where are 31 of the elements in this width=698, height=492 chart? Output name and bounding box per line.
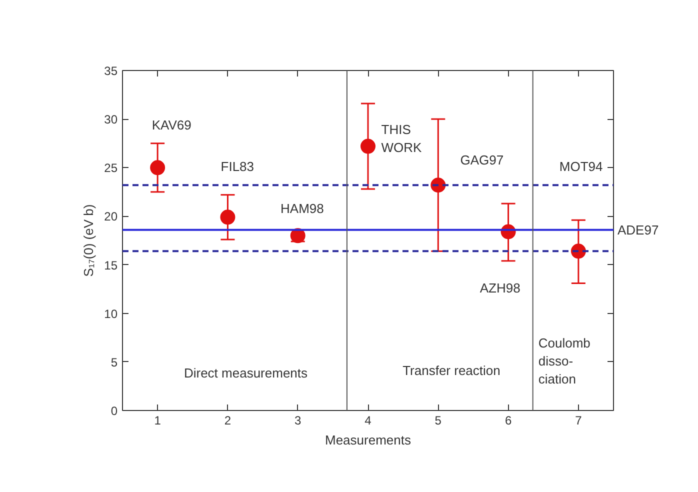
- y-tick-label: 35: [104, 64, 118, 78]
- y-tick-label: 15: [104, 258, 118, 272]
- x-tick-label: 7: [575, 414, 582, 428]
- annotation: HAM98: [280, 201, 324, 216]
- annotation: MOT94: [559, 159, 603, 174]
- annotation: AZH98: [480, 280, 520, 296]
- annotation: THIS WORK: [381, 122, 422, 155]
- annotation: GAG97: [460, 152, 504, 168]
- x-tick-label: 5: [434, 414, 442, 428]
- y-tick-label: 5: [110, 355, 118, 370]
- x-tick-label: 6: [504, 414, 512, 428]
- x-tick-label: 3: [294, 414, 302, 428]
- annotation: Transfer reaction: [402, 363, 500, 378]
- y-tick-label: 10: [104, 306, 118, 321]
- annotation: Coulomb disso- ciation: [538, 335, 590, 386]
- annotation: Direct measurements: [184, 365, 308, 380]
- x-axis-title: Measurements: [325, 432, 412, 448]
- point: [360, 138, 376, 154]
- y-tick-label: 20: [104, 210, 118, 224]
- point: [220, 210, 236, 225]
- x-tick-label: 2: [224, 414, 232, 428]
- x-tick-label: 1: [154, 414, 162, 428]
- y-tick-label: 0: [110, 404, 118, 418]
- x-tick-label: 4: [364, 414, 372, 428]
- ref-line-label: ADE97: [618, 222, 659, 238]
- annotation: KAV69: [152, 117, 192, 132]
- y-axis-title: S₁₇(0) (eV b): [81, 204, 96, 277]
- y-tick-label: 25: [104, 161, 118, 176]
- y-tick-label: 30: [104, 112, 118, 127]
- annotation: FIL83: [220, 159, 254, 174]
- point: [150, 160, 166, 176]
